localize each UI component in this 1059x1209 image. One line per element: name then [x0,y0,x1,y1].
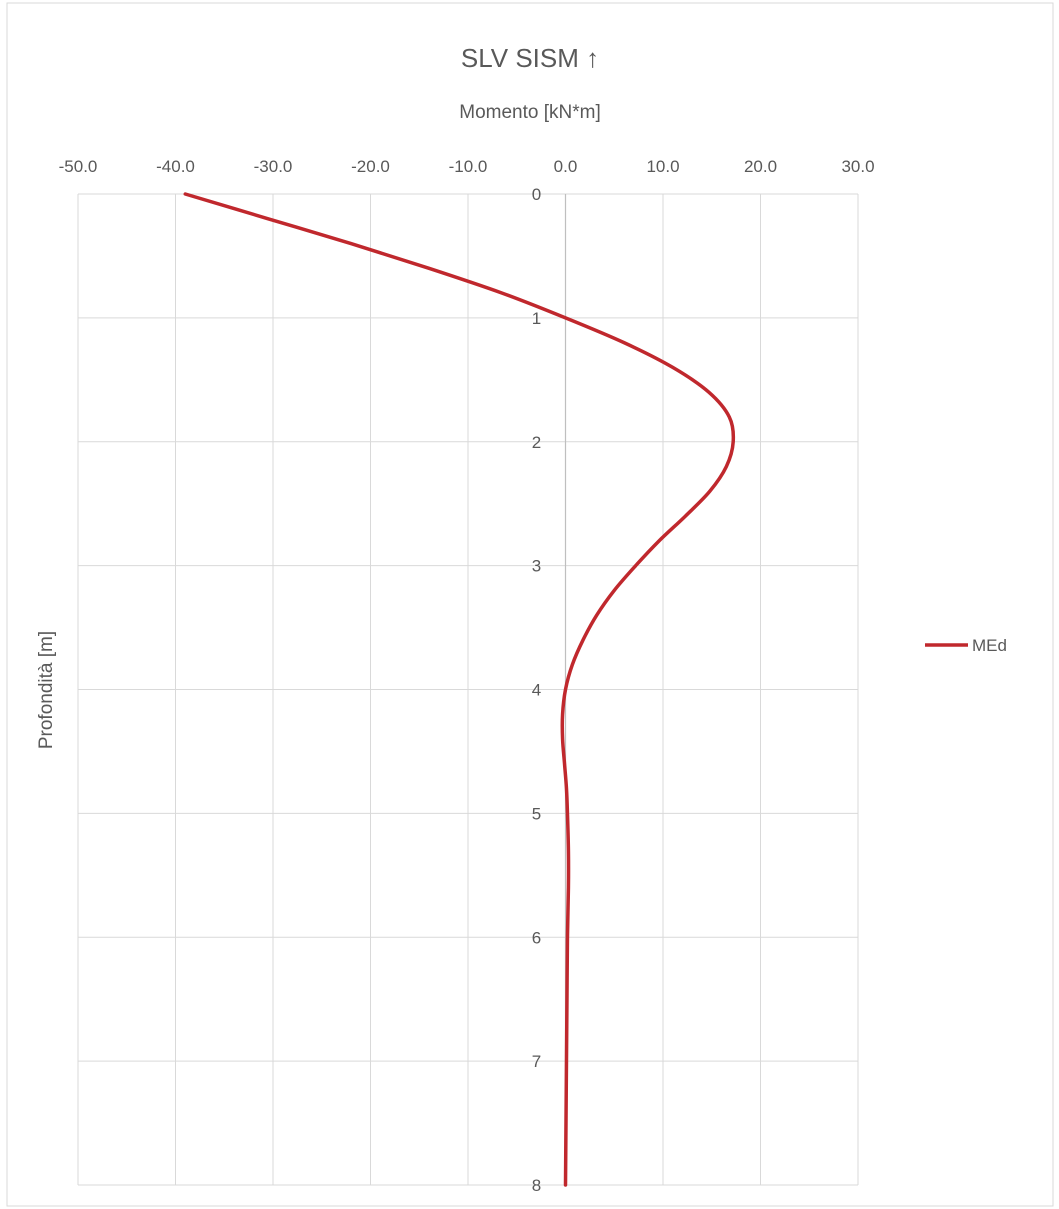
x-axis-title: Momento [kN*m] [459,102,600,123]
y-tick-label: 4 [532,681,541,700]
horizontal-gridlines [78,193,858,1186]
x-tick-label: -20.0 [351,157,390,176]
y-tick-label: 2 [532,433,541,452]
legend-label-med: MEd [972,636,1007,655]
y-tick-label: 5 [532,804,541,823]
series-line-med [183,192,736,1187]
x-tick-label: -50.0 [59,157,98,176]
x-tick-label: 30.0 [841,157,874,176]
y-tick-label: 3 [532,557,541,576]
x-tick-label: 20.0 [744,157,777,176]
y-tick-label: 6 [532,928,541,947]
x-tick-label: 0.0 [554,157,578,176]
x-tick-labels: -50.0 -40.0 -30.0 -20.0 -10.0 0.0 10.0 20.0 30.0 [59,157,875,176]
x-tick-label: -40.0 [156,157,195,176]
chart-title: SLV SISM ↑ [461,43,599,73]
y-axis-title: Profondità [m] [36,631,57,749]
y-tick-label: 7 [532,1052,541,1071]
x-tick-label: -30.0 [254,157,293,176]
x-tick-label: -10.0 [449,157,488,176]
series-layer [183,192,736,1187]
x-tick-label: 10.0 [646,157,679,176]
chart-frame [6,2,1054,1207]
y-tick-label: 0 [532,185,541,204]
y-tick-label: 8 [532,1176,541,1195]
y-tick-label: 1 [532,309,541,328]
legend: MEd [925,636,1007,655]
y-tick-labels: 0 1 2 3 4 5 6 7 8 [532,185,541,1195]
